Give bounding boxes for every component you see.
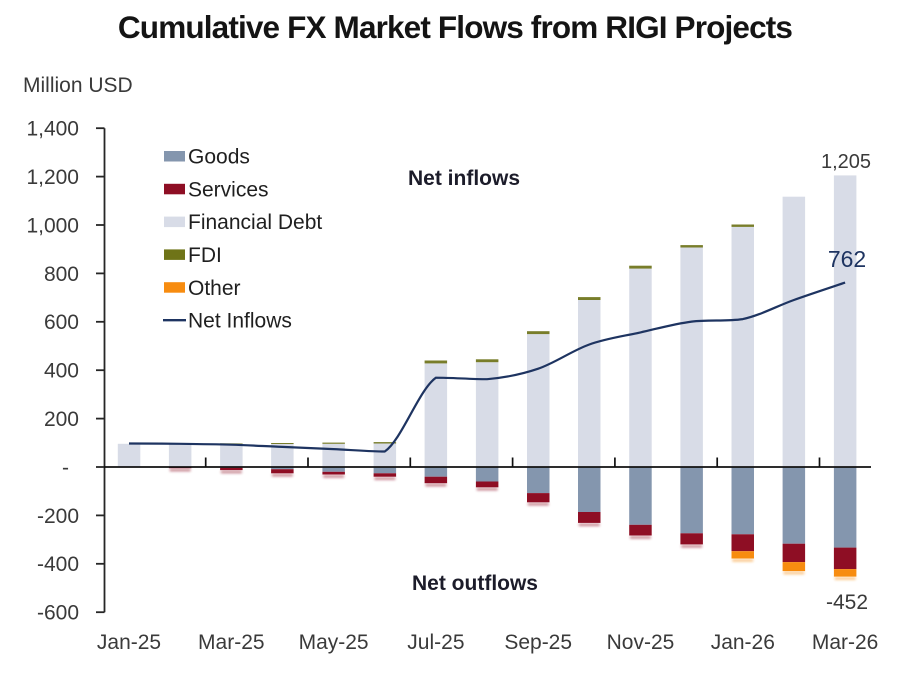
svg-text:Million USD: Million USD [23, 74, 133, 97]
svg-text:Other: Other [188, 277, 241, 300]
svg-text:Goods: Goods [188, 146, 250, 169]
svg-text:-400: -400 [37, 553, 79, 576]
svg-text:Mar-26: Mar-26 [812, 631, 879, 654]
svg-text:-: - [62, 456, 69, 479]
svg-text:Net inflows: Net inflows [408, 167, 520, 190]
svg-text:Net outflows: Net outflows [412, 572, 538, 595]
svg-text:-200: -200 [37, 505, 79, 528]
svg-text:1,400: 1,400 [26, 118, 79, 141]
svg-text:762: 762 [828, 246, 866, 272]
svg-text:May-25: May-25 [299, 631, 369, 654]
svg-text:Financial Debt: Financial Debt [188, 211, 322, 234]
svg-text:Mar-25: Mar-25 [198, 631, 265, 654]
svg-text:-452: -452 [826, 591, 868, 614]
svg-text:Jan-25: Jan-25 [97, 631, 161, 654]
svg-text:800: 800 [44, 263, 79, 286]
svg-text:1,200: 1,200 [26, 166, 79, 189]
svg-text:Jan-26: Jan-26 [711, 631, 775, 654]
svg-text:Jul-25: Jul-25 [407, 631, 464, 654]
svg-text:200: 200 [44, 408, 79, 431]
svg-text:Services: Services [188, 178, 269, 201]
svg-text:Sep-25: Sep-25 [504, 631, 572, 654]
svg-text:-600: -600 [37, 602, 79, 625]
svg-text:Net Inflows: Net Inflows [188, 310, 292, 333]
svg-text:FDI: FDI [188, 244, 222, 267]
svg-text:400: 400 [44, 360, 79, 383]
svg-text:Cumulative FX Market Flows fro: Cumulative FX Market Flows from RIGI Pro… [118, 9, 792, 45]
svg-text:600: 600 [44, 311, 79, 334]
svg-text:1,205: 1,205 [821, 151, 871, 173]
svg-text:Nov-25: Nov-25 [607, 631, 675, 654]
svg-text:1,000: 1,000 [26, 214, 79, 237]
